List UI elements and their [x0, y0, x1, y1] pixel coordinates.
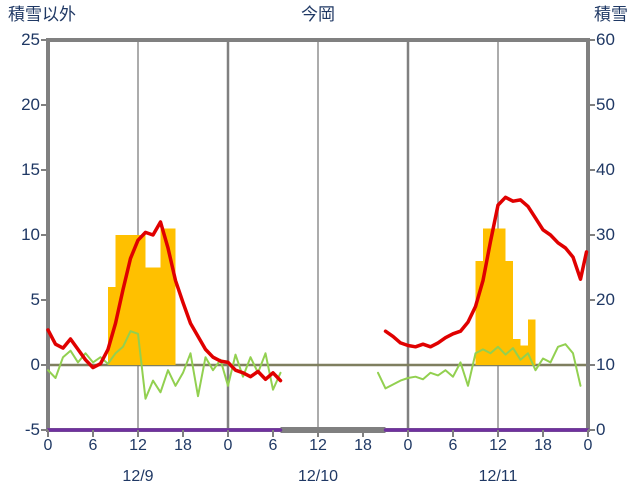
hour-tick-label: 12 [309, 437, 327, 454]
precip-bar [108, 287, 116, 365]
chart-title: 今岡 [301, 5, 335, 24]
right-axis-tick-label: 10 [596, 355, 615, 374]
date-label: 12/11 [478, 468, 518, 485]
precip-bar [145, 267, 153, 365]
date-label: 12/10 [297, 468, 339, 485]
hour-tick-label: 0 [583, 437, 593, 454]
precip-bar [490, 228, 498, 365]
precip-bar [153, 267, 161, 365]
right-axis-title: 積雪 [594, 5, 628, 24]
hour-tick-label: 12 [489, 437, 507, 454]
hour-tick-label: 12 [129, 437, 147, 454]
hour-tick-label: 6 [448, 437, 458, 454]
precip-bar [475, 261, 483, 365]
hour-tick-label: 6 [88, 437, 98, 454]
hour-tick-label: 0 [403, 437, 413, 454]
left-axis-tick-label: 25 [21, 30, 40, 49]
right-axis-tick-label: 30 [596, 225, 615, 244]
left-axis-tick-label: -5 [24, 420, 40, 439]
precip-bar [528, 319, 536, 365]
hour-tick-label: 0 [43, 437, 53, 454]
hour-tick-label: 0 [223, 437, 233, 454]
left-axis-tick-label: 20 [21, 95, 40, 114]
date-label: 12/9 [122, 468, 154, 485]
hour-tick-label: 18 [534, 437, 552, 454]
precip-bar [498, 228, 506, 365]
red-line [383, 195, 589, 349]
left-axis-title: 積雪以外 [8, 5, 76, 24]
hour-tick-label: 18 [174, 437, 192, 454]
precip-bar [138, 235, 146, 365]
precip-bar [130, 235, 138, 365]
precip-bar [513, 339, 521, 365]
precip-bar [505, 261, 513, 365]
hour-tick-label: 18 [354, 437, 372, 454]
precip-bar [168, 228, 176, 365]
left-axis-tick-label: 10 [21, 225, 40, 244]
left-axis-tick-label: 15 [21, 160, 40, 179]
precip-bar [123, 235, 131, 365]
red-line [46, 220, 283, 383]
right-axis-tick-label: 40 [596, 160, 615, 179]
left-axis-tick-label: 5 [30, 290, 40, 309]
right-axis-tick-label: 20 [596, 290, 615, 309]
left-axis-tick-label: 0 [30, 355, 40, 374]
right-axis-tick-label: 0 [596, 420, 606, 439]
precip-bar [160, 228, 168, 365]
right-axis-tick-label: 50 [596, 95, 615, 114]
right-axis-tick-label: 60 [596, 30, 615, 49]
hour-tick-label: 6 [268, 437, 278, 454]
green-line [377, 343, 582, 390]
precip-bar [483, 228, 491, 365]
